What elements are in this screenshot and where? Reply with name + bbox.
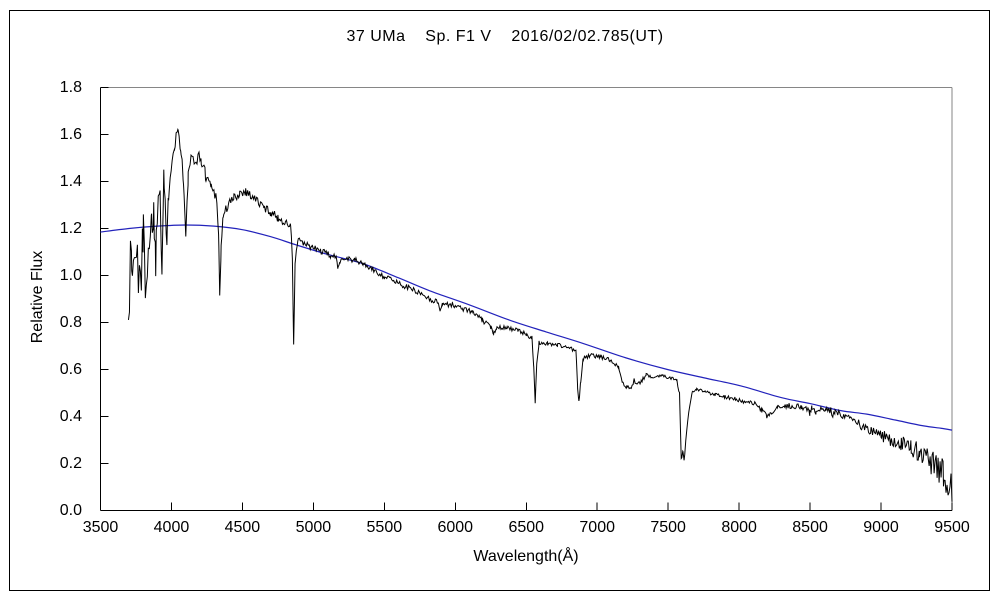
x-tick-label: 8500 [792, 519, 828, 536]
x-tick-label: 5500 [366, 519, 403, 536]
x-tick-marks [100, 502, 953, 511]
x-tick-label: 6500 [508, 519, 545, 536]
y-tick-label: 1.0 [59, 266, 82, 284]
x-tick-label: 8000 [721, 519, 757, 536]
x-tick-label: 4500 [224, 519, 261, 536]
y-tick-label: 1.6 [59, 125, 82, 143]
x-tick-label: 5000 [295, 519, 332, 536]
y-tick-marks [100, 87, 109, 511]
y-tick-label: 0.0 [59, 501, 82, 519]
y-tick-label: 0.4 [59, 407, 82, 425]
x-tick-label: 4000 [153, 519, 190, 536]
x-axis-title: Wavelength(Å) [473, 548, 579, 565]
x-tick-label: 9000 [863, 519, 899, 536]
x-tick-label: 7500 [650, 519, 686, 536]
window-frame [9, 10, 990, 591]
y-tick-label: 1.8 [59, 78, 82, 96]
y-tick-label: 1.4 [59, 172, 82, 190]
chart-title: 37 UMa Sp. F1 V 2016/02/02.785(UT) [346, 28, 664, 45]
y-tick-label: 0.6 [59, 360, 82, 378]
continuum-fit-line [100, 224, 953, 431]
x-tick-label: 3500 [82, 519, 119, 536]
y-tick-label: 1.2 [59, 219, 82, 237]
y-tick-label: 0.8 [59, 313, 82, 331]
observed-spectrum-line [127, 128, 953, 502]
x-tick-label: 6000 [437, 519, 474, 536]
x-tick-label: 9500 [934, 519, 970, 536]
x-tick-label: 7000 [579, 519, 615, 536]
y-tick-label: 0.2 [59, 454, 82, 472]
plot-box-top-right [100, 87, 953, 511]
plot-box-left-bottom [100, 87, 952, 511]
